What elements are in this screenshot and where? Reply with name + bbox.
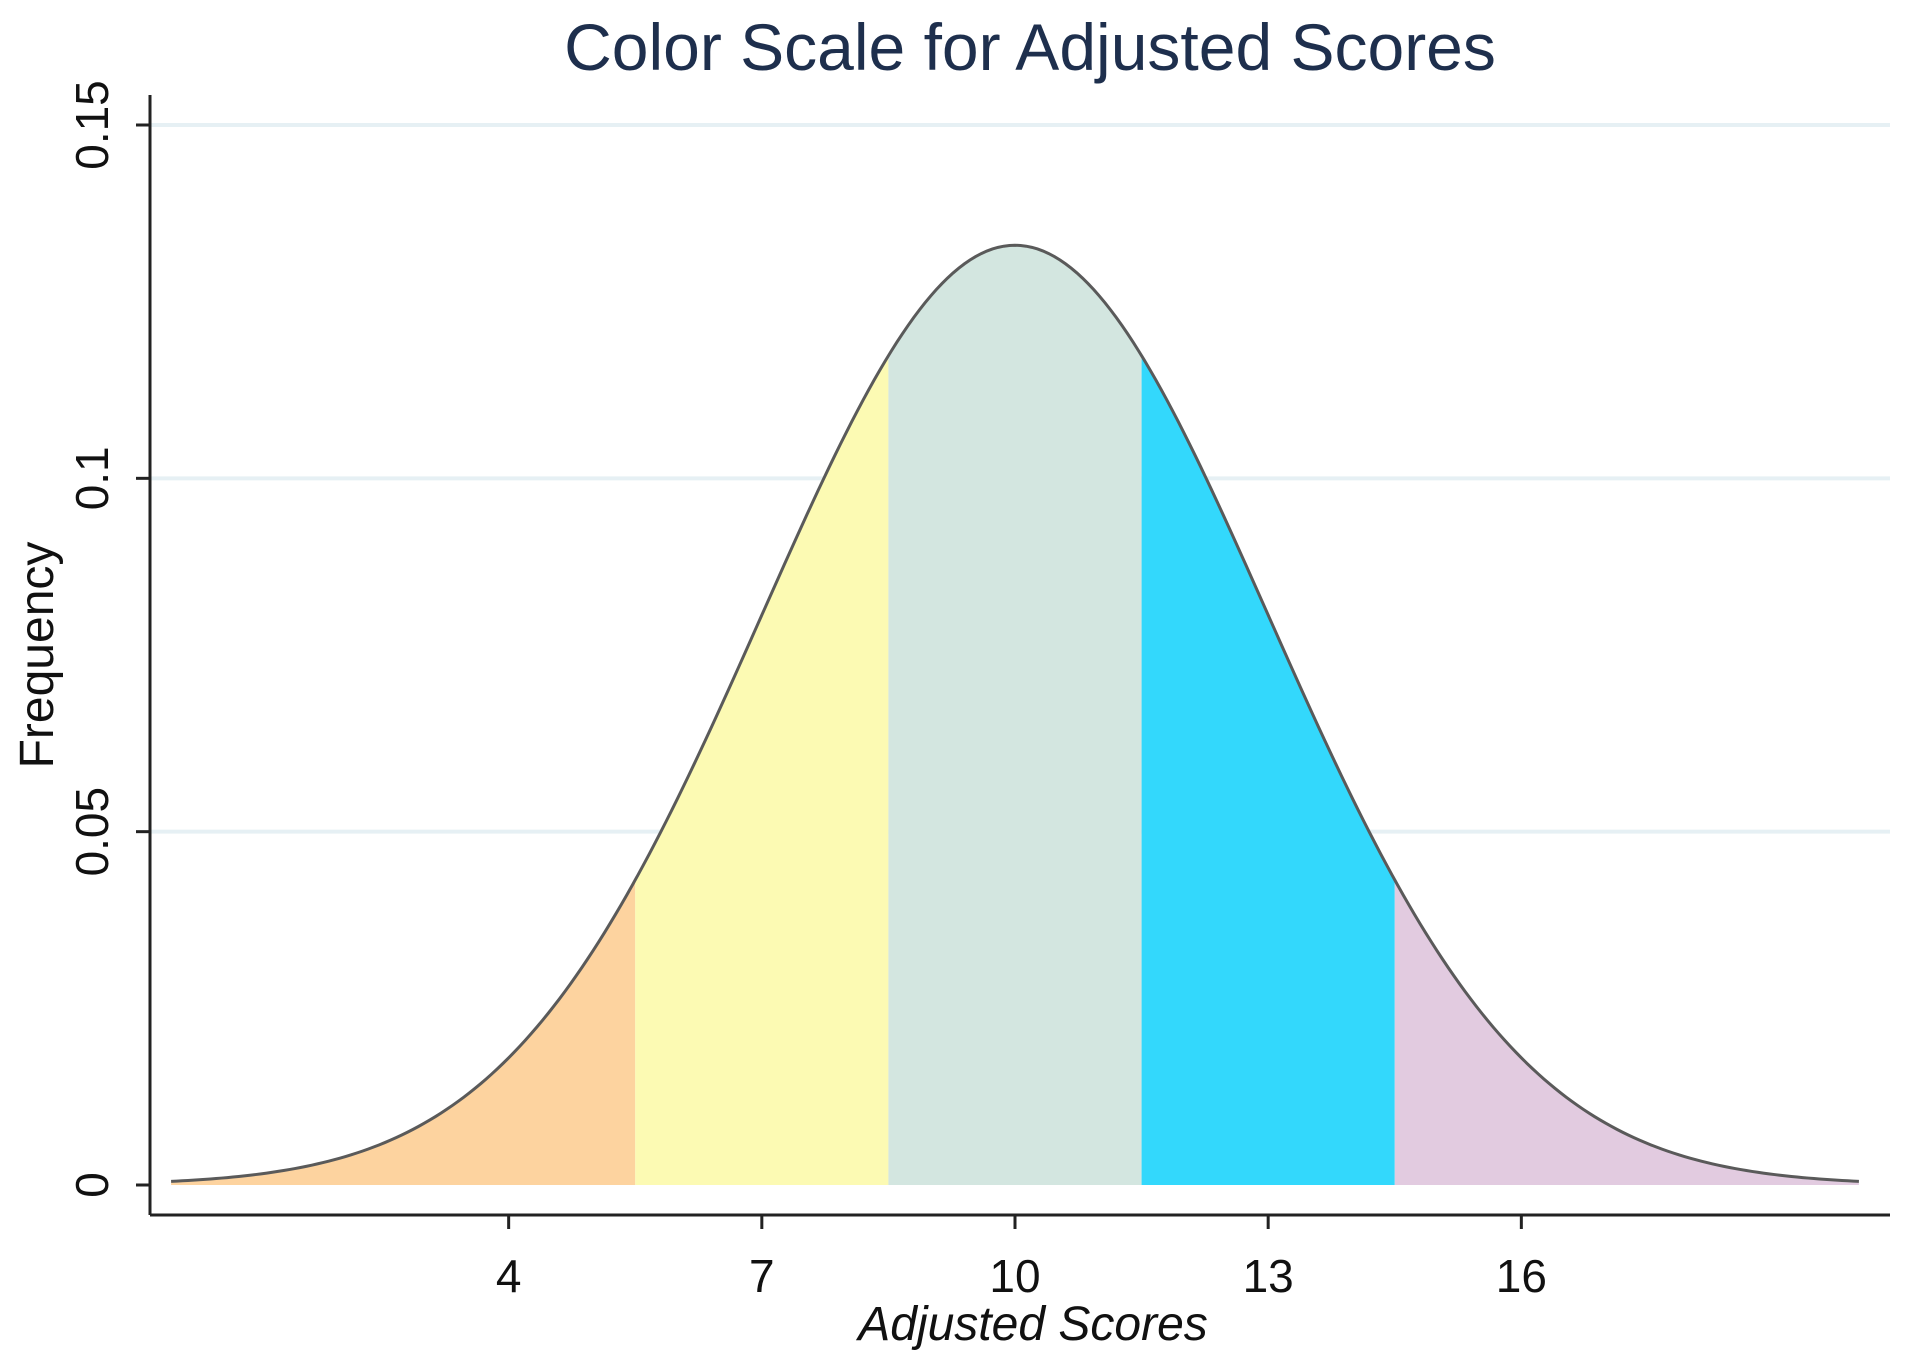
y-tick-label: 0.05 (66, 787, 118, 877)
color-band-1 (171, 879, 636, 1185)
color-band-2 (635, 355, 889, 1185)
density-curve (171, 243, 1859, 1183)
y-tick-label: 0 (66, 1172, 118, 1198)
color-bands (171, 245, 1859, 1185)
x-axis-ticks: 4 7 10 13 16 (496, 1215, 1547, 1302)
y-tick-label: 0.1 (66, 446, 118, 510)
x-tick-label: 4 (496, 1250, 522, 1302)
color-band-5 (1394, 879, 1859, 1185)
y-tick-label: 0.15 (66, 80, 118, 170)
x-tick-label: 13 (1243, 1250, 1294, 1302)
y-axis-label: Frequency (11, 542, 64, 769)
x-tick-label: 10 (989, 1250, 1040, 1302)
x-tick-label: 7 (749, 1250, 775, 1302)
chart-title: Color Scale for Adjusted Scores (564, 10, 1496, 84)
x-tick-label: 16 (1496, 1250, 1547, 1302)
x-axis-label: Adjusted Scores (855, 1298, 1208, 1351)
axes (148, 95, 1890, 1217)
color-band-4 (1141, 355, 1395, 1185)
y-axis-ticks: 0 0.05 0.1 0.15 (66, 80, 150, 1198)
color-band-3 (888, 245, 1142, 1185)
